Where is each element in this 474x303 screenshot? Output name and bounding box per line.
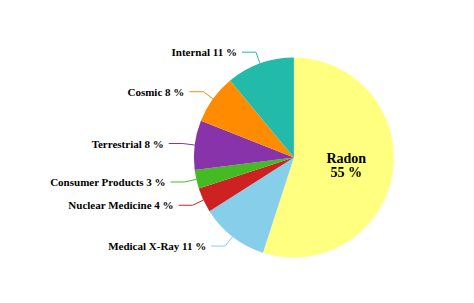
svg-text:Medical X-Ray 11 %: Medical X-Ray 11 % <box>108 240 206 252</box>
svg-text:Consumer Products 3 %: Consumer Products 3 % <box>50 176 165 188</box>
svg-text:Terrestrial 8 %: Terrestrial 8 % <box>92 138 164 150</box>
svg-text:Internal 11 %: Internal 11 % <box>172 46 237 58</box>
svg-text:Radon: Radon <box>326 151 366 166</box>
svg-text:55 %: 55 % <box>330 165 362 180</box>
svg-text:Cosmic 8 %: Cosmic 8 % <box>127 86 184 98</box>
svg-text:Nuclear Medicine 4 %: Nuclear Medicine 4 % <box>68 199 173 211</box>
